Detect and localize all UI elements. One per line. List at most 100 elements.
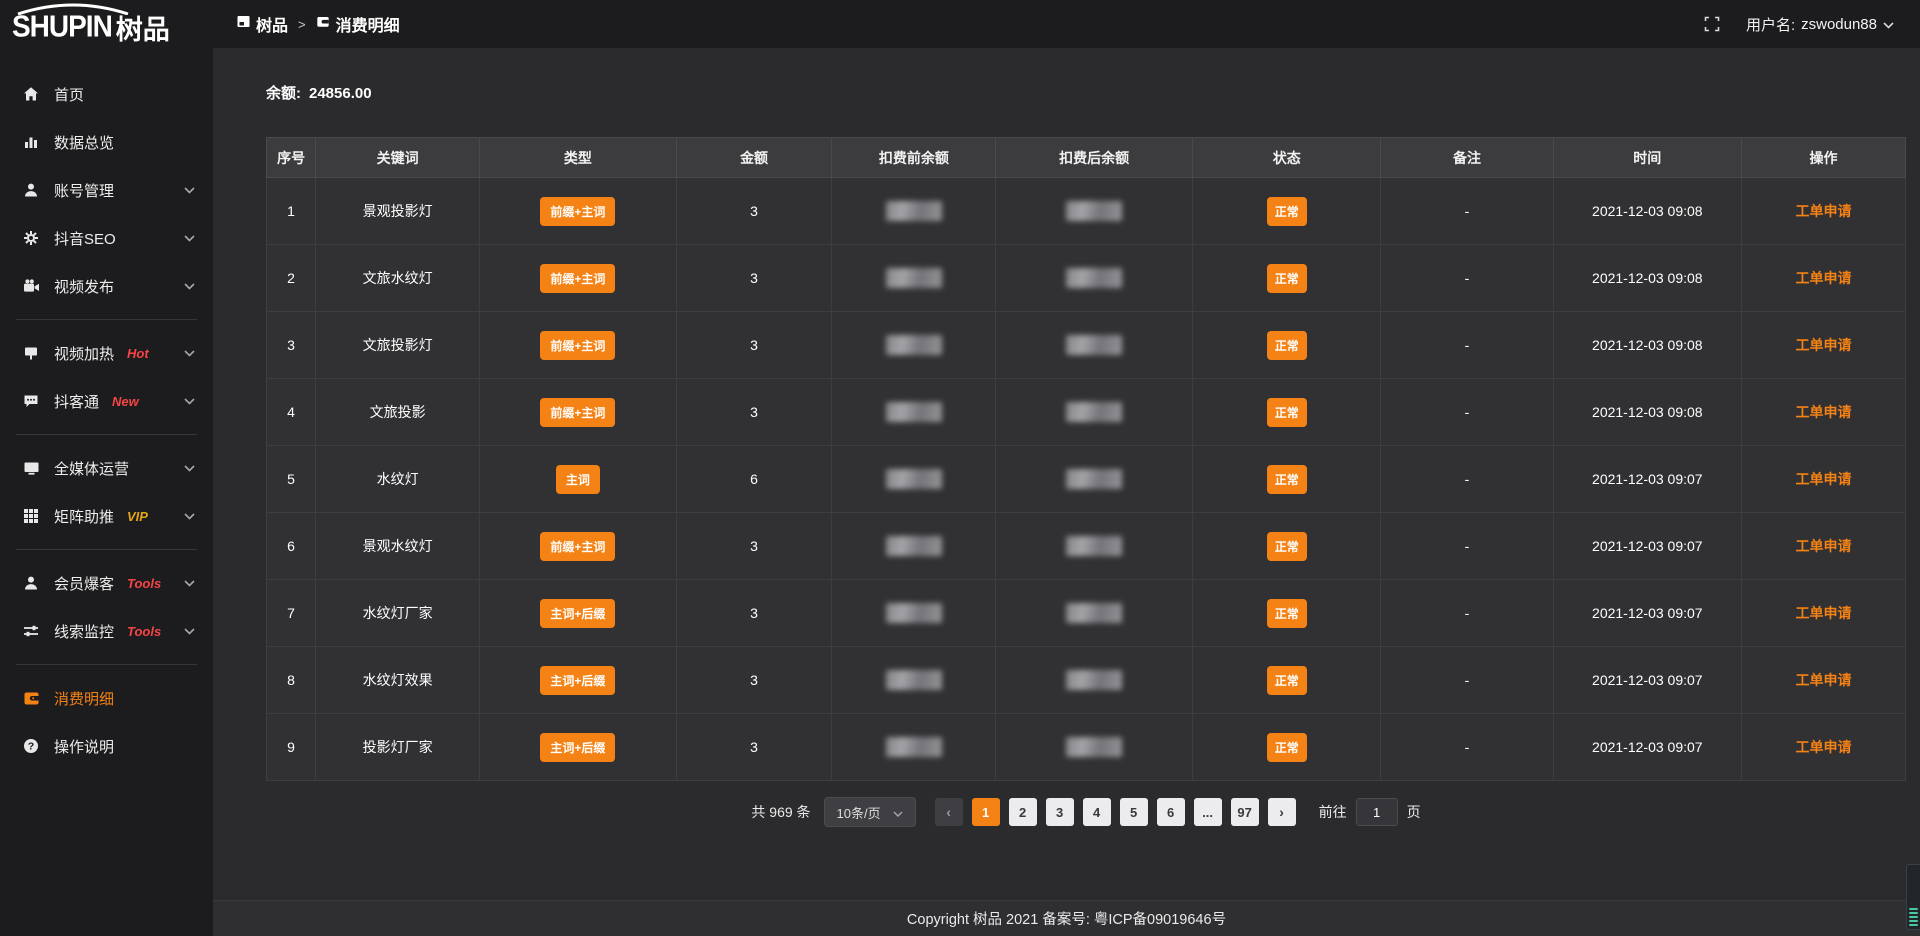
more-pages-button[interactable]: ... bbox=[1193, 798, 1222, 826]
masked-balance-after bbox=[1066, 737, 1123, 757]
table-row: 5 水纹灯 主词 6 正常 - 2021-12-03 09:07 工单申请 bbox=[265, 445, 1906, 513]
masked-balance-before bbox=[885, 603, 942, 623]
ticket-request-link[interactable]: 工单申请 bbox=[1795, 270, 1852, 286]
col-header-balance-after: 扣费后余额 bbox=[995, 137, 1193, 178]
sidebar-item-member-growth[interactable]: 会员爆客 Tools bbox=[0, 559, 213, 607]
cell-remark: - bbox=[1380, 512, 1554, 580]
chevron-down-icon bbox=[184, 282, 195, 290]
cell-time: 2021-12-03 09:08 bbox=[1552, 311, 1743, 379]
grid-icon bbox=[22, 508, 40, 524]
page-button-6[interactable]: 6 bbox=[1156, 798, 1185, 826]
ticket-request-link[interactable]: 工单申请 bbox=[1795, 203, 1852, 219]
cell-time: 2021-12-03 09:07 bbox=[1552, 579, 1743, 647]
page-button-5[interactable]: 5 bbox=[1119, 798, 1148, 826]
col-header-remark: 备注 bbox=[1380, 137, 1554, 178]
col-header-balance-before: 扣费前余额 bbox=[831, 137, 997, 178]
breadcrumb-current[interactable]: 消费明细 bbox=[316, 12, 400, 36]
sidebar-menu: 首页 数据总览 账号管理 抖音SEO 视频发布 视频加热 Hot bbox=[0, 54, 213, 936]
masked-balance-before bbox=[885, 737, 942, 757]
cell-amount: 3 bbox=[675, 646, 833, 714]
sidebar-item-all-media[interactable]: 全媒体运营 bbox=[0, 444, 213, 492]
menu-divider bbox=[16, 434, 197, 435]
table-row: 1 景观投影灯 前缀+主词 3 正常 - 2021-12-03 09:08 工单… bbox=[265, 177, 1906, 245]
status-badge: 正常 bbox=[1266, 598, 1307, 628]
table-row: 9 投影灯厂家 主词+后缀 3 正常 - 2021-12-03 09:07 工单… bbox=[265, 713, 1906, 781]
ticket-request-link[interactable]: 工单申请 bbox=[1795, 672, 1852, 688]
sidebar-item-douyin-seo[interactable]: 抖音SEO bbox=[0, 214, 213, 262]
page-button-97[interactable]: 97 bbox=[1230, 798, 1259, 826]
sidebar-item-consumption-details[interactable]: 消费明细 bbox=[0, 674, 213, 722]
breadcrumb: 树品 > 消费明细 bbox=[237, 12, 400, 36]
ticket-request-link[interactable]: 工单申请 bbox=[1795, 538, 1852, 554]
cell-amount: 6 bbox=[675, 445, 833, 513]
page-button-3[interactable]: 3 bbox=[1045, 798, 1074, 826]
sidebar-item-data-overview[interactable]: 数据总览 bbox=[0, 118, 213, 166]
status-badge: 正常 bbox=[1266, 196, 1307, 226]
ticket-request-link[interactable]: 工单申请 bbox=[1795, 337, 1852, 353]
masked-balance-after bbox=[1066, 335, 1123, 355]
type-badge: 前缀+主词 bbox=[540, 196, 616, 226]
balance-label: 余额: bbox=[266, 85, 301, 102]
page-button-1[interactable]: 1 bbox=[971, 798, 1000, 826]
side-float-widget[interactable] bbox=[1906, 864, 1920, 930]
home-icon bbox=[22, 86, 40, 102]
hot-badge: Hot bbox=[127, 345, 149, 361]
table-row: 4 文旅投影 前缀+主词 3 正常 - 2021-12-03 09:08 工单申… bbox=[265, 378, 1906, 446]
sidebar-item-account-management[interactable]: 账号管理 bbox=[0, 166, 213, 214]
wallet-icon bbox=[316, 15, 330, 33]
page-button-2[interactable]: 2 bbox=[1008, 798, 1037, 826]
masked-balance-before bbox=[885, 402, 942, 422]
masked-balance-before bbox=[885, 469, 942, 489]
fullscreen-icon[interactable] bbox=[1704, 16, 1720, 32]
ticket-request-link[interactable]: 工单申请 bbox=[1795, 605, 1852, 621]
status-badge: 正常 bbox=[1266, 397, 1307, 427]
sidebar-item-lead-monitor[interactable]: 线索监控 Tools bbox=[0, 607, 213, 655]
copyright-text: Copyright 树品 2021 备案号: 粤ICP备09019646号 bbox=[906, 912, 1227, 928]
page-size-select[interactable]: 10条/页 bbox=[823, 797, 916, 827]
sidebar-item-home[interactable]: 首页 bbox=[0, 70, 213, 118]
breadcrumb-home[interactable]: 树品 bbox=[237, 12, 288, 36]
cell-amount: 3 bbox=[675, 177, 833, 245]
cell-time: 2021-12-03 09:07 bbox=[1552, 512, 1743, 580]
user-menu[interactable]: 用户名: zswodun88 bbox=[1746, 14, 1894, 35]
next-page-button[interactable]: › bbox=[1267, 798, 1296, 826]
cell-remark: - bbox=[1380, 244, 1554, 312]
breadcrumb-home-label: 树品 bbox=[256, 18, 289, 35]
menu-divider bbox=[16, 549, 197, 550]
sidebar-item-matrix-boost[interactable]: 矩阵助推 VIP bbox=[0, 492, 213, 540]
chevron-down-icon bbox=[184, 579, 195, 587]
table-row: 2 文旅水纹灯 前缀+主词 3 正常 - 2021-12-03 09:08 工单… bbox=[265, 244, 1906, 312]
footer: Copyright 树品 2021 备案号: 粤ICP备09019646号 bbox=[213, 900, 1920, 936]
chevron-down-icon bbox=[184, 397, 195, 405]
ticket-request-link[interactable]: 工单申请 bbox=[1795, 471, 1852, 487]
type-badge: 主词+后缀 bbox=[540, 598, 616, 628]
masked-balance-after bbox=[1066, 402, 1123, 422]
cell-amount: 3 bbox=[675, 713, 833, 781]
chevron-down-icon bbox=[184, 186, 195, 194]
cell-keyword: 水纹灯厂家 bbox=[315, 579, 481, 647]
cell-remark: - bbox=[1380, 579, 1554, 647]
table-row: 3 文旅投影灯 前缀+主词 3 正常 - 2021-12-03 09:08 工单… bbox=[265, 311, 1906, 379]
content-area: 余额: 24856.00 序号 关键词 类型 金额 扣费前余额 扣费后余额 状态 … bbox=[213, 48, 1920, 900]
col-header-keyword: 关键词 bbox=[315, 137, 481, 178]
cell-time: 2021-12-03 09:07 bbox=[1552, 445, 1743, 513]
cell-amount: 3 bbox=[675, 512, 833, 580]
sidebar-item-douketong[interactable]: 抖客通 New bbox=[0, 377, 213, 425]
sidebar-item-video-publish[interactable]: 视频发布 bbox=[0, 262, 213, 310]
masked-balance-after bbox=[1066, 670, 1123, 690]
pagination-total: 共 969 条 bbox=[751, 804, 811, 820]
sidebar-item-label: 视频发布 bbox=[54, 278, 115, 296]
ticket-request-link[interactable]: 工单申请 bbox=[1795, 739, 1852, 755]
goto-page-input[interactable] bbox=[1355, 798, 1398, 826]
masked-balance-before bbox=[885, 670, 942, 690]
sidebar-item-video-heat[interactable]: 视频加热 Hot bbox=[0, 329, 213, 377]
topbar: 树品 > 消费明细 用户名: zswodun88 bbox=[213, 0, 1920, 48]
vip-badge: VIP bbox=[127, 508, 148, 524]
col-header-index: 序号 bbox=[265, 137, 317, 178]
type-badge: 主词+后缀 bbox=[540, 732, 616, 762]
prev-page-button[interactable]: ‹ bbox=[934, 798, 963, 826]
page-button-4[interactable]: 4 bbox=[1082, 798, 1111, 826]
ticket-request-link[interactable]: 工单申请 bbox=[1795, 404, 1852, 420]
sidebar-item-label: 会员爆客 bbox=[54, 575, 115, 593]
sidebar-item-instructions[interactable]: ? 操作说明 bbox=[0, 722, 213, 770]
